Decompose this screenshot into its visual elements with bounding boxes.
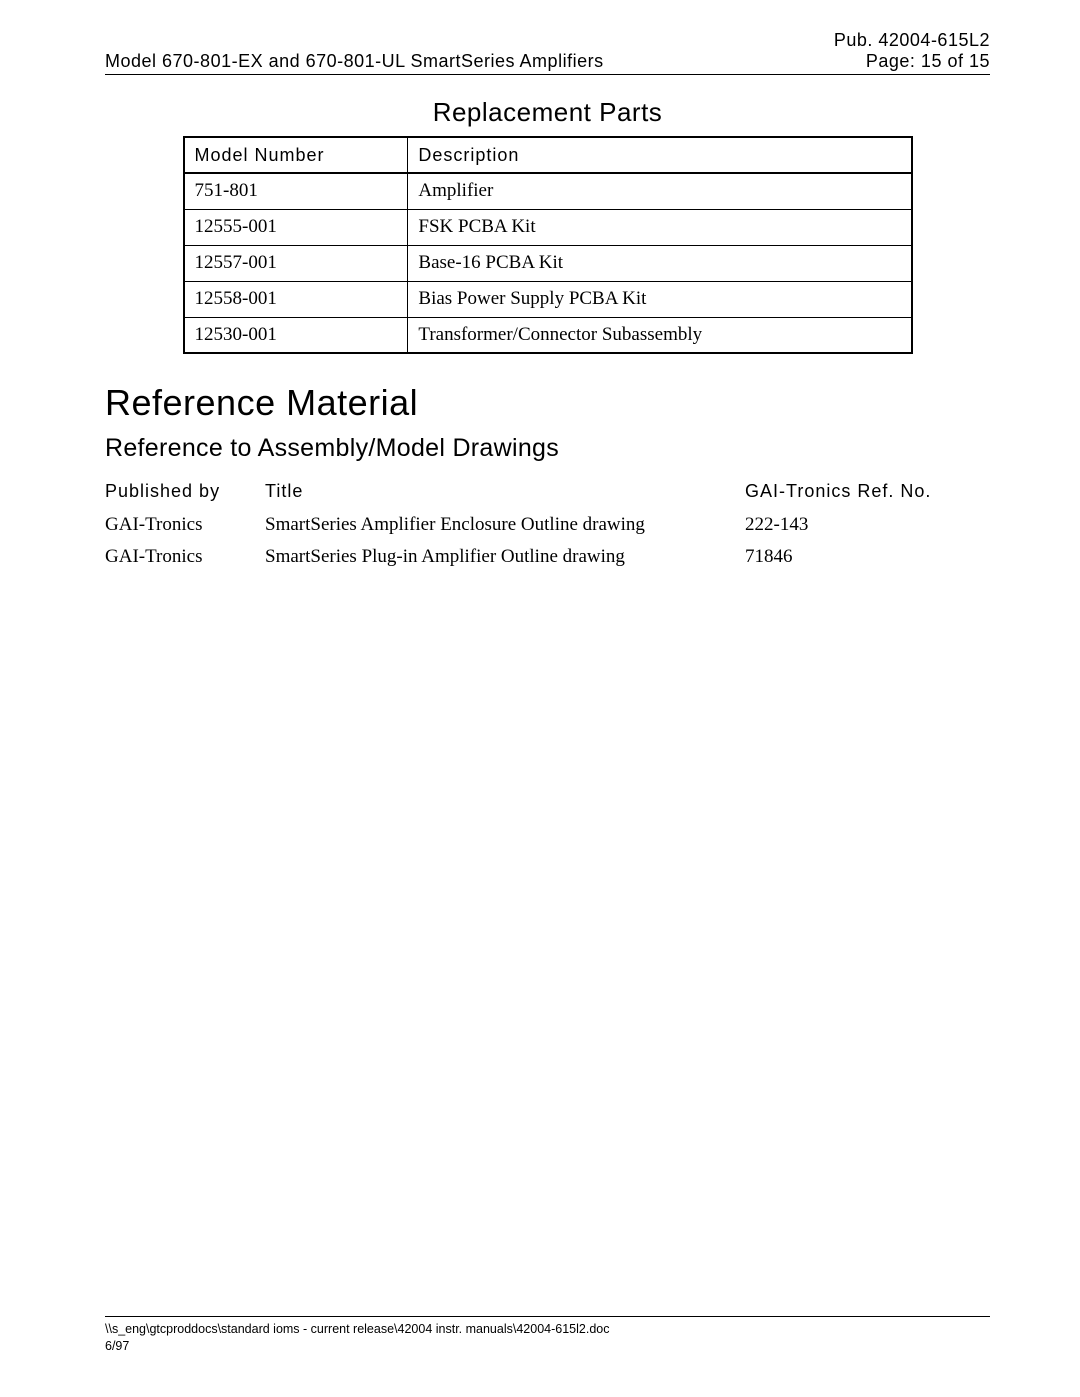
publication-number: Pub. 42004-615L2 xyxy=(834,30,990,51)
table-row: 751-801 Amplifier xyxy=(184,173,912,209)
col-header-ref-no: GAI-Tronics Ref. No. xyxy=(745,477,990,510)
reference-subheading: Reference to Assembly/Model Drawings xyxy=(105,434,990,463)
footer-path: \\s_eng\gtcproddocs\standard ioms - curr… xyxy=(105,1321,990,1338)
replacement-parts-heading: Replacement Parts xyxy=(105,97,990,128)
table-row: GAI-Tronics SmartSeries Amplifier Enclos… xyxy=(105,510,990,542)
cell-desc: Base-16 PCBA Kit xyxy=(408,245,912,281)
cell-published-by: GAI-Tronics xyxy=(105,542,265,574)
col-header-description: Description xyxy=(408,137,912,173)
table-row: 12555-001 FSK PCBA Kit xyxy=(184,209,912,245)
replacement-parts-table: Model Number Description 751-801 Amplifi… xyxy=(183,136,913,354)
cell-model: 12557-001 xyxy=(184,245,408,281)
page-header: Pub. 42004-615L2 xyxy=(105,30,990,51)
cell-model: 751-801 xyxy=(184,173,408,209)
footer-rule xyxy=(105,1316,990,1317)
page-header-row2: Model 670-801-EX and 670-801-UL SmartSer… xyxy=(105,51,990,72)
cell-desc: Transformer/Connector Subassembly xyxy=(408,317,912,353)
table-header-row: Published by Title GAI-Tronics Ref. No. xyxy=(105,477,990,510)
page-footer: \\s_eng\gtcproddocs\standard ioms - curr… xyxy=(105,1316,990,1355)
cell-title: SmartSeries Amplifier Enclosure Outline … xyxy=(265,510,745,542)
col-header-model-number: Model Number xyxy=(184,137,408,173)
col-header-title: Title xyxy=(265,477,745,510)
cell-title: SmartSeries Plug-in Amplifier Outline dr… xyxy=(265,542,745,574)
page-number: Page: 15 of 15 xyxy=(866,51,990,72)
cell-published-by: GAI-Tronics xyxy=(105,510,265,542)
cell-model: 12530-001 xyxy=(184,317,408,353)
cell-model: 12555-001 xyxy=(184,209,408,245)
cell-ref-no: 222-143 xyxy=(745,510,990,542)
table-row: 12558-001 Bias Power Supply PCBA Kit xyxy=(184,281,912,317)
cell-desc: Amplifier xyxy=(408,173,912,209)
table-row: 12557-001 Base-16 PCBA Kit xyxy=(184,245,912,281)
header-rule xyxy=(105,74,990,75)
cell-model: 12558-001 xyxy=(184,281,408,317)
reference-material-heading: Reference Material xyxy=(105,382,990,424)
cell-desc: FSK PCBA Kit xyxy=(408,209,912,245)
col-header-published-by: Published by xyxy=(105,477,265,510)
cell-desc: Bias Power Supply PCBA Kit xyxy=(408,281,912,317)
document-title: Model 670-801-EX and 670-801-UL SmartSer… xyxy=(105,51,604,72)
table-row: 12530-001 Transformer/Connector Subassem… xyxy=(184,317,912,353)
footer-date: 6/97 xyxy=(105,1338,990,1355)
reference-table: Published by Title GAI-Tronics Ref. No. … xyxy=(105,477,990,574)
table-row: GAI-Tronics SmartSeries Plug-in Amplifie… xyxy=(105,542,990,574)
table-header-row: Model Number Description xyxy=(184,137,912,173)
document-page: Pub. 42004-615L2 Model 670-801-EX and 67… xyxy=(0,0,1080,1397)
cell-ref-no: 71846 xyxy=(745,542,990,574)
